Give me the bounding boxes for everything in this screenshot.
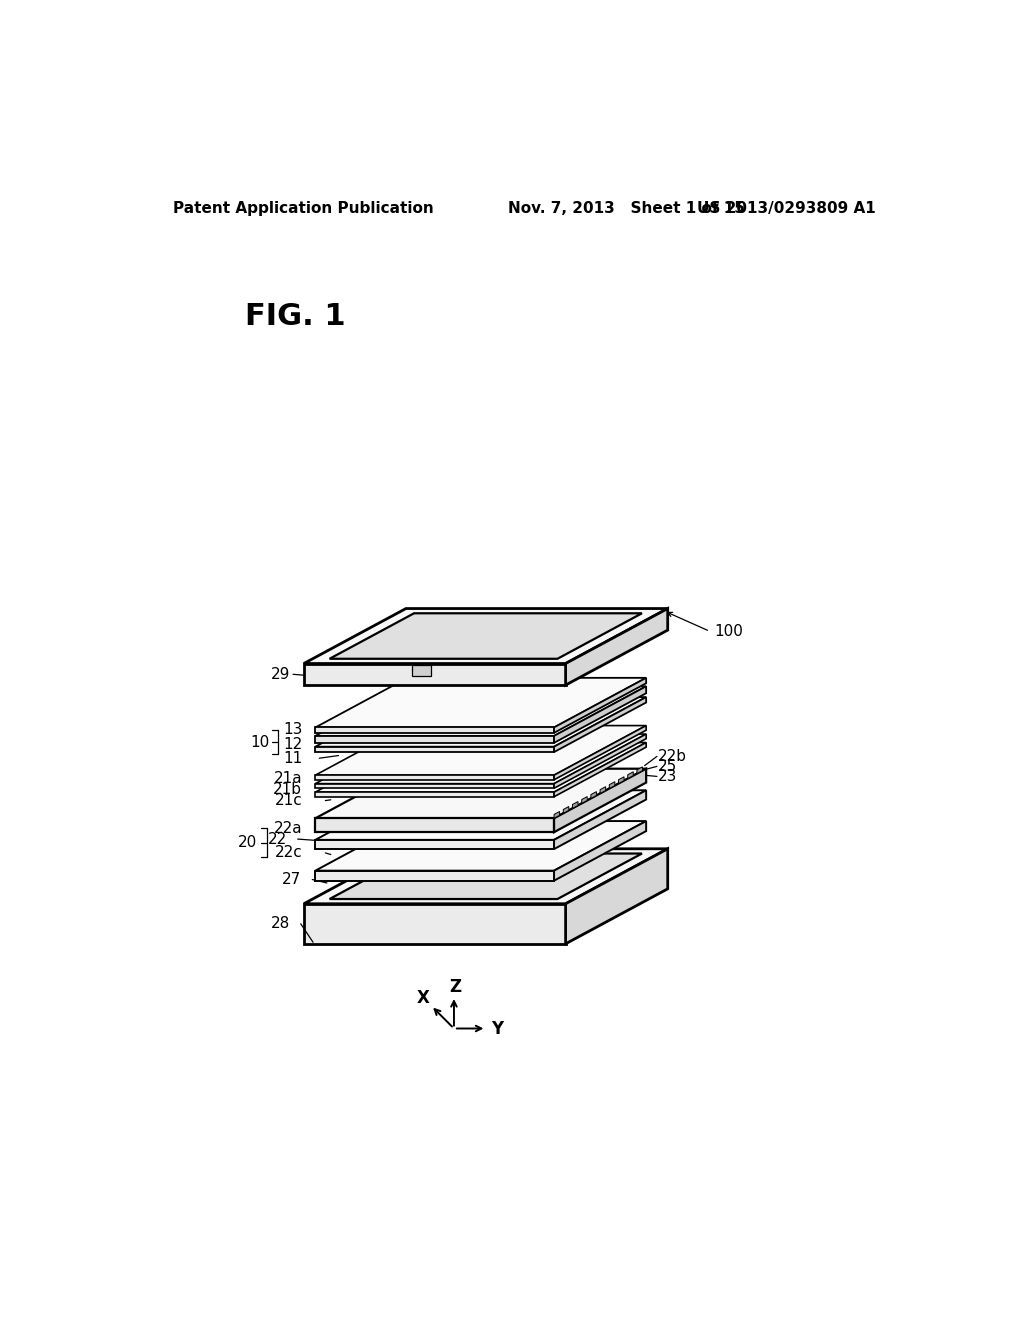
Polygon shape bbox=[315, 784, 554, 788]
Text: Y: Y bbox=[492, 1019, 503, 1038]
Polygon shape bbox=[618, 776, 624, 784]
Text: FIG. 1: FIG. 1 bbox=[245, 302, 345, 331]
Text: 22: 22 bbox=[267, 832, 287, 846]
Text: 21a: 21a bbox=[273, 771, 302, 785]
Polygon shape bbox=[315, 697, 646, 747]
Text: 23: 23 bbox=[657, 770, 677, 784]
Polygon shape bbox=[315, 747, 554, 752]
Polygon shape bbox=[304, 904, 565, 944]
Polygon shape bbox=[628, 772, 633, 779]
Polygon shape bbox=[637, 767, 642, 774]
Polygon shape bbox=[315, 821, 646, 871]
Polygon shape bbox=[315, 840, 554, 849]
Polygon shape bbox=[572, 801, 578, 808]
Polygon shape bbox=[315, 871, 554, 880]
Text: 21b: 21b bbox=[273, 783, 302, 797]
Polygon shape bbox=[315, 818, 554, 832]
Text: 29: 29 bbox=[270, 667, 290, 682]
Polygon shape bbox=[304, 609, 668, 664]
Text: 20: 20 bbox=[239, 836, 258, 850]
Text: 22c: 22c bbox=[274, 845, 302, 861]
Text: 28: 28 bbox=[270, 916, 290, 932]
Text: 10: 10 bbox=[250, 734, 269, 750]
Polygon shape bbox=[330, 854, 642, 899]
Polygon shape bbox=[315, 743, 646, 792]
Polygon shape bbox=[315, 737, 554, 743]
Text: Nov. 7, 2013   Sheet 1 of 15: Nov. 7, 2013 Sheet 1 of 15 bbox=[508, 201, 744, 216]
Polygon shape bbox=[554, 768, 646, 832]
Polygon shape bbox=[582, 796, 587, 804]
Polygon shape bbox=[315, 686, 646, 737]
Polygon shape bbox=[315, 678, 646, 727]
Text: 12: 12 bbox=[283, 737, 302, 752]
Text: 13: 13 bbox=[283, 722, 302, 738]
Polygon shape bbox=[315, 792, 554, 797]
Polygon shape bbox=[554, 697, 646, 752]
Polygon shape bbox=[554, 686, 646, 743]
Polygon shape bbox=[315, 727, 554, 733]
Polygon shape bbox=[304, 664, 565, 685]
Polygon shape bbox=[554, 791, 646, 849]
Polygon shape bbox=[609, 781, 614, 788]
Polygon shape bbox=[315, 768, 646, 818]
Text: Patent Application Publication: Patent Application Publication bbox=[173, 201, 433, 216]
Polygon shape bbox=[554, 821, 646, 880]
Polygon shape bbox=[315, 734, 646, 784]
Polygon shape bbox=[563, 807, 568, 813]
Polygon shape bbox=[565, 849, 668, 944]
Polygon shape bbox=[315, 791, 646, 840]
Polygon shape bbox=[591, 792, 596, 799]
Text: 22a: 22a bbox=[273, 821, 302, 836]
Polygon shape bbox=[330, 614, 642, 659]
Polygon shape bbox=[304, 849, 668, 904]
Text: X: X bbox=[417, 989, 430, 1007]
Text: 27: 27 bbox=[283, 873, 301, 887]
Text: 22b: 22b bbox=[657, 748, 687, 764]
Polygon shape bbox=[554, 726, 646, 780]
Polygon shape bbox=[565, 609, 668, 685]
Polygon shape bbox=[600, 787, 605, 793]
Polygon shape bbox=[554, 734, 646, 788]
Text: 11: 11 bbox=[283, 751, 302, 766]
Text: Z: Z bbox=[450, 978, 462, 995]
Polygon shape bbox=[554, 678, 646, 733]
Polygon shape bbox=[315, 775, 554, 780]
Polygon shape bbox=[554, 743, 646, 797]
Polygon shape bbox=[554, 812, 559, 818]
Text: 25: 25 bbox=[657, 759, 677, 774]
Polygon shape bbox=[315, 726, 646, 775]
Text: US 2013/0293809 A1: US 2013/0293809 A1 bbox=[697, 201, 876, 216]
Polygon shape bbox=[413, 665, 431, 676]
Text: 21c: 21c bbox=[274, 793, 302, 808]
Text: 100: 100 bbox=[714, 624, 742, 639]
